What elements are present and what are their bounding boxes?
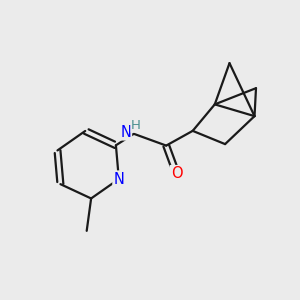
Text: O: O: [171, 166, 182, 181]
Text: N: N: [121, 125, 131, 140]
Text: H: H: [131, 119, 141, 132]
Text: N: N: [113, 172, 124, 187]
